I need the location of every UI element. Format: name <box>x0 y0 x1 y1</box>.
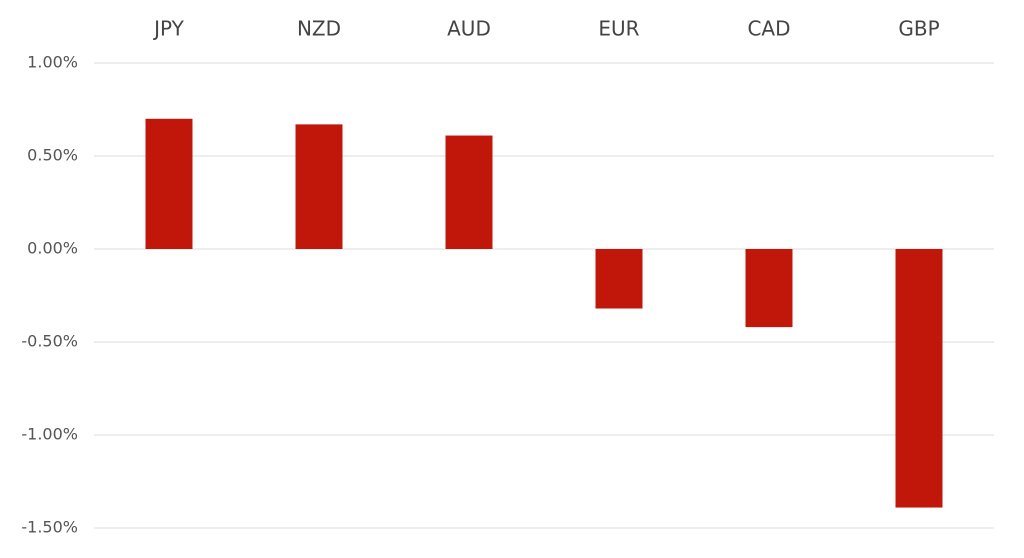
bar <box>745 249 793 328</box>
bar <box>295 124 343 249</box>
y-tick-label: 1.00% <box>27 53 78 72</box>
y-tick-label: 0.50% <box>27 146 78 165</box>
x-tick-label: AUD <box>447 17 491 41</box>
x-tick-label: CAD <box>747 17 790 41</box>
x-tick-label: NZD <box>297 17 341 41</box>
bar <box>595 249 643 309</box>
bar <box>445 135 493 249</box>
x-tick-label: EUR <box>598 17 639 41</box>
y-tick-label: -1.00% <box>21 425 78 444</box>
bar <box>895 249 943 508</box>
x-tick-label: JPY <box>152 17 185 41</box>
bar <box>145 118 193 249</box>
x-tick-label: GBP <box>898 17 939 41</box>
y-tick-label: -1.50% <box>21 518 78 537</box>
y-tick-label: -0.50% <box>21 332 78 351</box>
y-tick-label: 0.00% <box>27 239 78 258</box>
